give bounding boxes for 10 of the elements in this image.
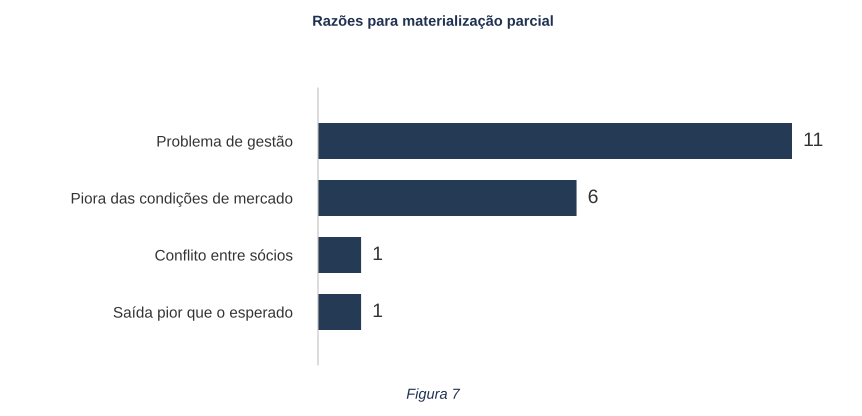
y-tick-label: Problema de gestão (158, 135, 292, 150)
data-label: 6 (588, 189, 598, 204)
chart-title: Razões para materialização parcial (313, 15, 553, 29)
data-label: 1 (374, 246, 382, 260)
y-tick-label: Piora das condições de mercado (72, 192, 292, 207)
data-label: 11 (804, 132, 822, 146)
y-tick-label: Saída pior que o esperado (114, 306, 292, 321)
data-label: 1 (374, 304, 382, 318)
text: Figura 7 (406, 388, 460, 402)
y-tick-label: Conflito entre sócios (155, 249, 292, 261)
